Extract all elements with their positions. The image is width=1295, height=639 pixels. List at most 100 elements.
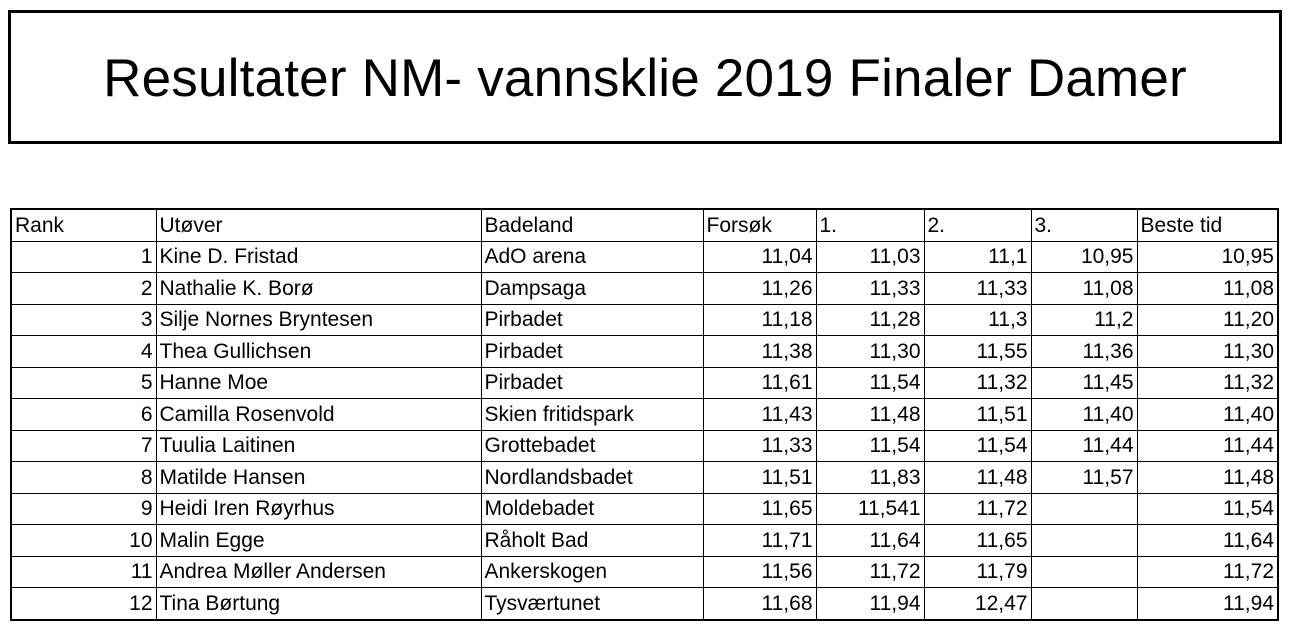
cell-best-time: 11,20 [1136, 303, 1279, 336]
results-table: Rank Utøver Badeland Forsøk 1. 2. 3. Bes… [10, 208, 1279, 621]
cell-run-2: 11,54 [923, 429, 1032, 462]
cell-run-2: 11,1 [923, 240, 1032, 273]
cell-run-2: 11,65 [923, 524, 1032, 557]
cell-athlete: Matilde Hansen [155, 461, 482, 494]
table-row: 2 Nathalie K. Borø Dampsaga 11,26 11,33 11,33… [10, 272, 1279, 305]
cell-run-3 [1030, 555, 1138, 588]
cell-run-3: 11,36 [1030, 335, 1138, 368]
cell-run-3: 11,08 [1030, 272, 1138, 305]
cell-athlete: Heidi Iren Røyrhus [155, 492, 482, 525]
cell-run-1: 11,64 [815, 524, 925, 557]
cell-run-1: 11,30 [815, 335, 925, 368]
cell-run-2: 11,51 [923, 398, 1032, 431]
cell-run-1: 11,48 [815, 398, 925, 431]
table-row: 8 Matilde Hansen Nordlandsbadet 11,51 11,83 1… [10, 461, 1279, 494]
cell-run-2: 12,47 [923, 587, 1032, 620]
cell-run-1: 11,54 [815, 429, 925, 462]
cell-waterpark: Pirbadet [480, 335, 704, 368]
cell-best-time: 11,48 [1136, 461, 1279, 494]
cell-best-time: 11,32 [1136, 366, 1279, 399]
cell-run-1: 11,83 [815, 461, 925, 494]
cell-athlete: Silje Nornes Bryntesen [155, 303, 482, 336]
cell-rank: 11 [10, 555, 157, 588]
table-row: 3 Silje Nornes Bryntesen Pirbadet 11,18 11,2… [10, 303, 1279, 336]
cell-waterpark: Grottebadet [480, 429, 704, 462]
cell-rank: 1 [10, 240, 157, 273]
results-body: 1 Kine D. Fristad AdO arena 11,04 11,03 11,1 1… [10, 240, 1279, 620]
cell-rank: 3 [10, 303, 157, 336]
cell-rank: 12 [10, 587, 157, 620]
table-row: 7 Tuulia Laitinen Grottebadet 11,33 11,54 11,… [10, 429, 1279, 462]
table-row: 10 Malin Egge Råholt Bad 11,71 11,64 11,65 11,… [10, 524, 1279, 557]
header-run-3: 3. [1030, 208, 1138, 242]
cell-run-3: 10,95 [1030, 240, 1138, 273]
cell-waterpark: Skien fritidspark [480, 398, 704, 431]
cell-run-2: 11,32 [923, 366, 1032, 399]
cell-waterpark: Dampsaga [480, 272, 704, 305]
header-athlete: Utøver [155, 208, 482, 242]
cell-run-1: 11,72 [815, 555, 925, 588]
cell-waterpark: Pirbadet [480, 303, 704, 336]
cell-run-2: 11,33 [923, 272, 1032, 305]
cell-athlete: Malin Egge [155, 524, 482, 557]
header-run-1: 1. [815, 208, 925, 242]
cell-athlete: Tina Børtung [155, 587, 482, 620]
page-title: Resultater NM- vannsklie 2019 Finaler Da… [103, 48, 1187, 108]
cell-rank: 6 [10, 398, 157, 431]
cell-best-time: 10,95 [1136, 240, 1279, 273]
cell-run-3 [1030, 492, 1138, 525]
table-row: 1 Kine D. Fristad AdO arena 11,04 11,03 11,1 1… [10, 240, 1279, 273]
cell-run-3 [1030, 524, 1138, 557]
cell-run-3: 11,45 [1030, 366, 1138, 399]
table-row: 5 Hanne Moe Pirbadet 11,61 11,54 11,32 11,45 11… [10, 366, 1279, 399]
cell-best-time: 11,30 [1136, 335, 1279, 368]
cell-waterpark: Ankerskogen [480, 555, 704, 588]
cell-run-3: 11,44 [1030, 429, 1138, 462]
cell-athlete: Tuulia Laitinen [155, 429, 482, 462]
cell-rank: 2 [10, 272, 157, 305]
cell-heat: 11,38 [702, 335, 817, 368]
cell-run-3 [1030, 587, 1138, 620]
cell-waterpark: AdO arena [480, 240, 704, 273]
table-row: 9 Heidi Iren Røyrhus Moldebadet 11,65 11,541… [10, 492, 1279, 525]
cell-run-2: 11,79 [923, 555, 1032, 588]
header-best-time: Beste tid [1136, 208, 1279, 242]
cell-athlete: Andrea Møller Andersen [155, 555, 482, 588]
table-row: 11 Andrea Møller Andersen Ankerskogen 11,56… [10, 555, 1279, 588]
cell-heat: 11,43 [702, 398, 817, 431]
cell-heat: 11,51 [702, 461, 817, 494]
title-box: Resultater NM- vannsklie 2019 Finaler Da… [8, 10, 1282, 144]
cell-rank: 8 [10, 461, 157, 494]
cell-heat: 11,56 [702, 555, 817, 588]
cell-run-1: 11,33 [815, 272, 925, 305]
cell-run-1: 11,94 [815, 587, 925, 620]
cell-run-3: 11,40 [1030, 398, 1138, 431]
cell-heat: 11,65 [702, 492, 817, 525]
cell-heat: 11,71 [702, 524, 817, 557]
cell-athlete: Thea Gullichsen [155, 335, 482, 368]
cell-heat: 11,04 [702, 240, 817, 273]
cell-run-2: 11,72 [923, 492, 1032, 525]
table-row: 12 Tina Børtung Tysværtunet 11,68 11,94 12,47… [10, 587, 1279, 620]
header-rank: Rank [10, 208, 157, 242]
cell-waterpark: Pirbadet [480, 366, 704, 399]
cell-rank: 4 [10, 335, 157, 368]
cell-run-3: 11,2 [1030, 303, 1138, 336]
header-waterpark: Badeland [480, 208, 704, 242]
header-row: Rank Utøver Badeland Forsøk 1. 2. 3. Bes… [10, 208, 1279, 242]
cell-waterpark: Råholt Bad [480, 524, 704, 557]
table-row: 4 Thea Gullichsen Pirbadet 11,38 11,30 11,55 1… [10, 335, 1279, 368]
cell-best-time: 11,44 [1136, 429, 1279, 462]
cell-run-1: 11,28 [815, 303, 925, 336]
cell-rank: 9 [10, 492, 157, 525]
cell-best-time: 11,08 [1136, 272, 1279, 305]
cell-run-2: 11,48 [923, 461, 1032, 494]
cell-waterpark: Moldebadet [480, 492, 704, 525]
cell-athlete: Camilla Rosenvold [155, 398, 482, 431]
cell-best-time: 11,64 [1136, 524, 1279, 557]
cell-athlete: Kine D. Fristad [155, 240, 482, 273]
header-run-2: 2. [923, 208, 1032, 242]
cell-best-time: 11,40 [1136, 398, 1279, 431]
cell-athlete: Nathalie K. Borø [155, 272, 482, 305]
cell-run-1: 11,541 [815, 492, 925, 525]
